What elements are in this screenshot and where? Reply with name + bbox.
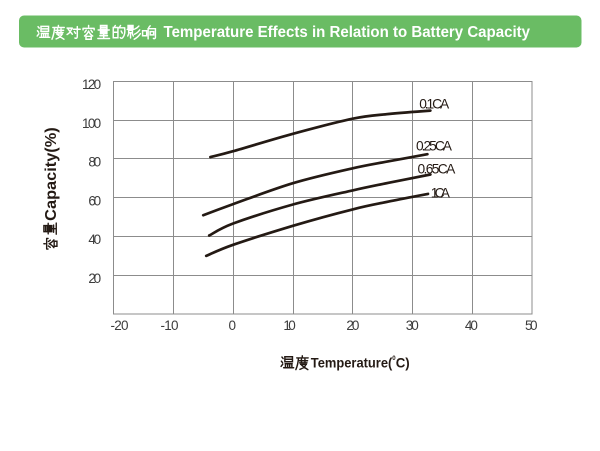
svg-text:Capacity(%): Capacity(%) — [43, 127, 60, 221]
svg-text:40: 40 — [88, 232, 101, 247]
svg-text:40: 40 — [465, 318, 478, 333]
svg-text:-20: -20 — [111, 318, 129, 333]
svg-text:60: 60 — [88, 193, 101, 208]
svg-text:50: 50 — [525, 318, 538, 333]
svg-text:20: 20 — [88, 271, 101, 286]
svg-text:0.25CA: 0.25CA — [416, 139, 453, 154]
svg-text:10: 10 — [283, 318, 295, 333]
svg-text:0: 0 — [228, 318, 236, 333]
svg-text:-10: -10 — [161, 318, 179, 333]
svg-text:Temperature Effects in Relatio: Temperature Effects in Relation to Batte… — [164, 24, 531, 41]
svg-text:0.1CA: 0.1CA — [419, 96, 450, 111]
svg-text:1CA: 1CA — [431, 185, 451, 200]
svg-text:80: 80 — [88, 155, 101, 170]
svg-text:30: 30 — [406, 318, 419, 333]
svg-text:Temperature(0C): Temperature(0C) — [311, 354, 410, 370]
svg-text:0.65CA: 0.65CA — [418, 162, 457, 177]
svg-text:100: 100 — [82, 116, 101, 131]
svg-text:20: 20 — [346, 318, 359, 333]
svg-text:120: 120 — [82, 77, 101, 92]
